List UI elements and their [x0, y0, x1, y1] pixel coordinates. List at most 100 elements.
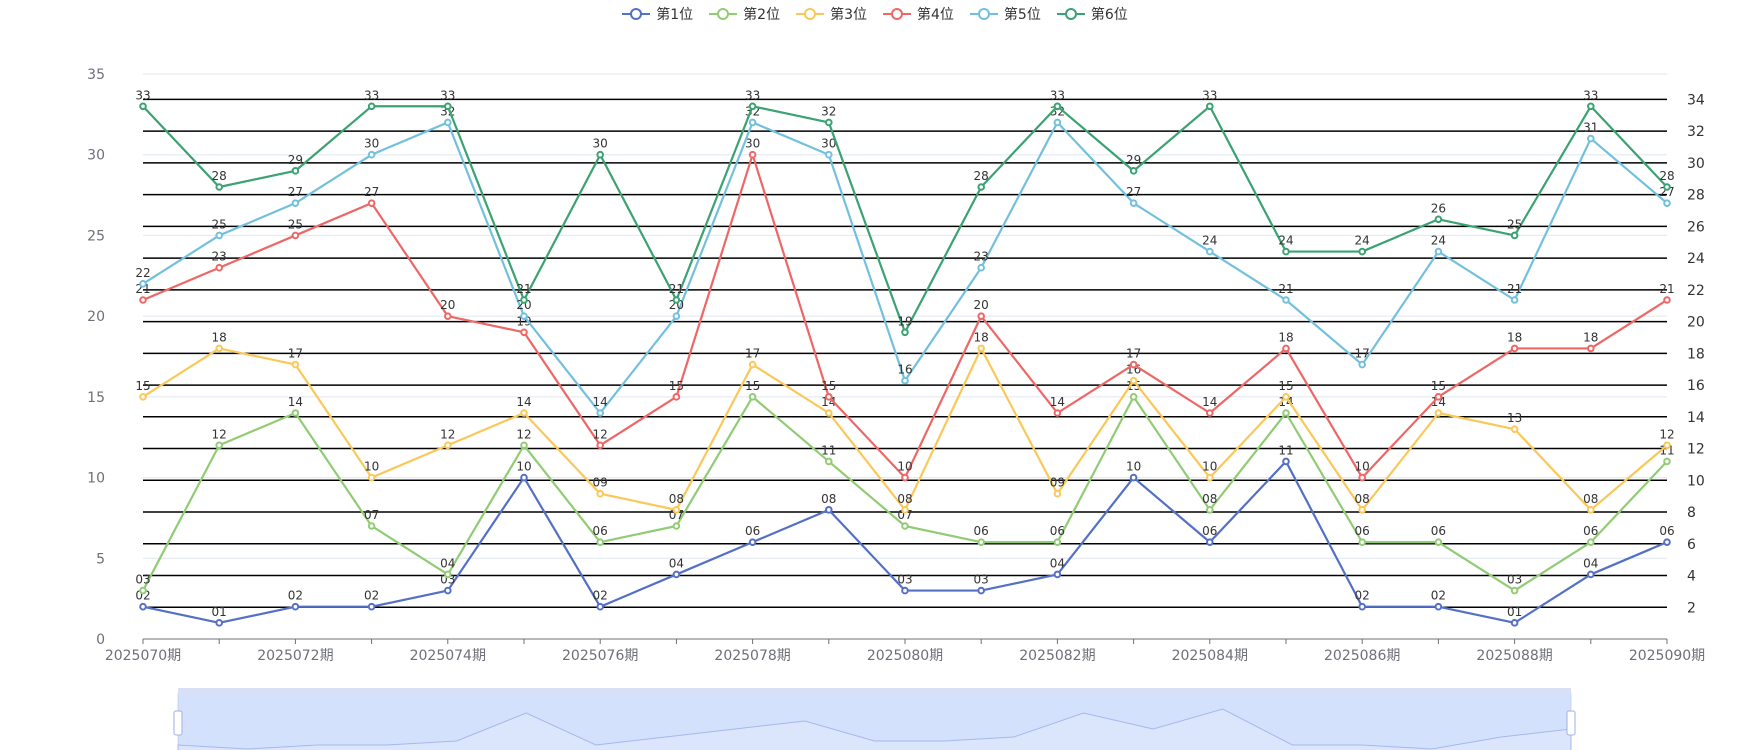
data-label: 01	[212, 605, 227, 619]
y-left-tick-label: 10	[87, 471, 105, 487]
data-point	[825, 457, 833, 466]
legend-swatch-icon	[1056, 8, 1085, 20]
y-right-tick-label: 26	[1687, 219, 1705, 235]
data-point	[291, 409, 300, 417]
data-label: 03	[974, 573, 989, 587]
data-point	[1053, 570, 1062, 579]
data-label: 27	[1126, 185, 1141, 199]
data-point	[901, 473, 909, 482]
data-point	[977, 586, 986, 595]
data-label: 10	[364, 460, 379, 474]
series-1: 02 01 02 02 03 10 02 04 06 08 03 03 04 10 06 11 02 02 01 04…	[135, 443, 1675, 627]
y-left-tick-label: 35	[87, 67, 105, 83]
data-point	[825, 506, 833, 514]
y-right-tick-label: 32	[1687, 124, 1705, 140]
data-point	[1663, 199, 1671, 207]
data-point	[1129, 473, 1138, 482]
data-point	[1053, 118, 1062, 127]
data-point	[367, 473, 376, 482]
zoom-handle-left[interactable]	[173, 710, 183, 736]
data-label: 10	[1126, 460, 1141, 474]
data-label: 18	[1583, 330, 1598, 344]
data-point	[215, 231, 223, 240]
data-label: 12	[1659, 427, 1674, 441]
data-label: 30	[821, 137, 836, 151]
legend-item[interactable]: 第5位	[969, 2, 1041, 26]
data-point	[977, 538, 986, 546]
legend-item[interactable]: 第1位	[622, 2, 693, 26]
data-point	[520, 328, 528, 337]
data-label: 12	[212, 427, 227, 441]
legend-label: 第3位	[830, 7, 867, 23]
data-point	[1129, 360, 1138, 369]
data-label: 15	[135, 379, 150, 393]
y-left-tick-label: 0	[96, 632, 105, 648]
data-label: 06	[1050, 524, 1065, 538]
data-point	[596, 150, 605, 159]
y-right-tick-label: 10	[1687, 473, 1705, 489]
series-3: 15 18 17 10 12 14 09 08 17 14 08 18 09 16 10 15 08 14 13 08…	[135, 330, 1675, 514]
data-label: 04	[1050, 556, 1065, 570]
x-tick-label: 2025082期	[1019, 648, 1095, 664]
data-point	[215, 344, 223, 353]
data-point	[1510, 231, 1519, 240]
data-point	[977, 263, 986, 272]
data-label: 31	[1583, 121, 1598, 135]
data-point	[748, 393, 757, 401]
data-point	[1587, 538, 1595, 546]
legend-item[interactable]: 第4位	[883, 2, 954, 26]
data-label: 33	[1202, 88, 1217, 102]
legend-swatch-icon	[883, 8, 911, 20]
data-label: 02	[364, 589, 379, 603]
data-point	[1358, 473, 1366, 482]
data-label: 03	[897, 573, 912, 587]
x-tick-label: 2025070期	[105, 648, 181, 664]
data-label: 27	[364, 185, 379, 199]
data-label: 16	[897, 363, 912, 377]
data-point	[1434, 409, 1443, 417]
data-point	[367, 199, 376, 207]
y-right-tick-label: 22	[1687, 283, 1705, 299]
series-2: 03 12 14 07 04 12 06 07 15 11 07 06 06 15 08 14 06 06 03 06…	[135, 379, 1675, 595]
legend-item[interactable]: 第6位	[1056, 2, 1128, 26]
legend-label: 第6位	[1090, 7, 1128, 23]
data-label: 06	[1355, 524, 1370, 538]
data-label: 12	[593, 427, 608, 441]
data-label: 20	[516, 298, 531, 312]
data-label: 08	[897, 492, 912, 506]
y-right-tick-label: 18	[1687, 346, 1705, 362]
data-label: 21	[516, 282, 531, 296]
data-label: 10	[1355, 460, 1370, 474]
data-point	[444, 570, 452, 579]
data-label: 32	[1050, 104, 1065, 118]
zoom-handle-right[interactable]	[1566, 710, 1576, 736]
data-point	[748, 118, 757, 127]
data-label: 17	[745, 347, 760, 361]
data-point	[1663, 538, 1671, 546]
data-label: 08	[669, 492, 684, 506]
legend-item[interactable]: 第2位	[709, 2, 780, 26]
legend-swatch-icon	[969, 8, 998, 20]
data-label: 04	[1583, 556, 1598, 570]
y-right-tick-label: 24	[1687, 251, 1705, 267]
data-label: 29	[1126, 153, 1141, 167]
data-point	[1053, 409, 1062, 417]
data-point	[977, 183, 986, 191]
data-point	[520, 296, 528, 304]
data-label: 14	[593, 395, 608, 409]
data-point	[1206, 538, 1214, 546]
data-point	[596, 489, 605, 498]
data-point	[444, 102, 452, 111]
data-point	[1510, 586, 1519, 595]
data-label: 24	[1431, 234, 1446, 248]
data-zoom-slider	[173, 688, 1576, 750]
data-point	[1510, 425, 1519, 433]
data-label: 02	[135, 589, 150, 603]
data-label: 30	[593, 137, 608, 151]
series-6: 33 28 29 33 33 21 30 21 33 32 19 28 33 29 33 24 24 26 25 33…	[135, 88, 1675, 337]
data-label: 21	[669, 282, 684, 296]
data-label: 10	[897, 460, 912, 474]
legend-item[interactable]: 第3位	[796, 2, 867, 26]
data-point	[215, 183, 223, 191]
